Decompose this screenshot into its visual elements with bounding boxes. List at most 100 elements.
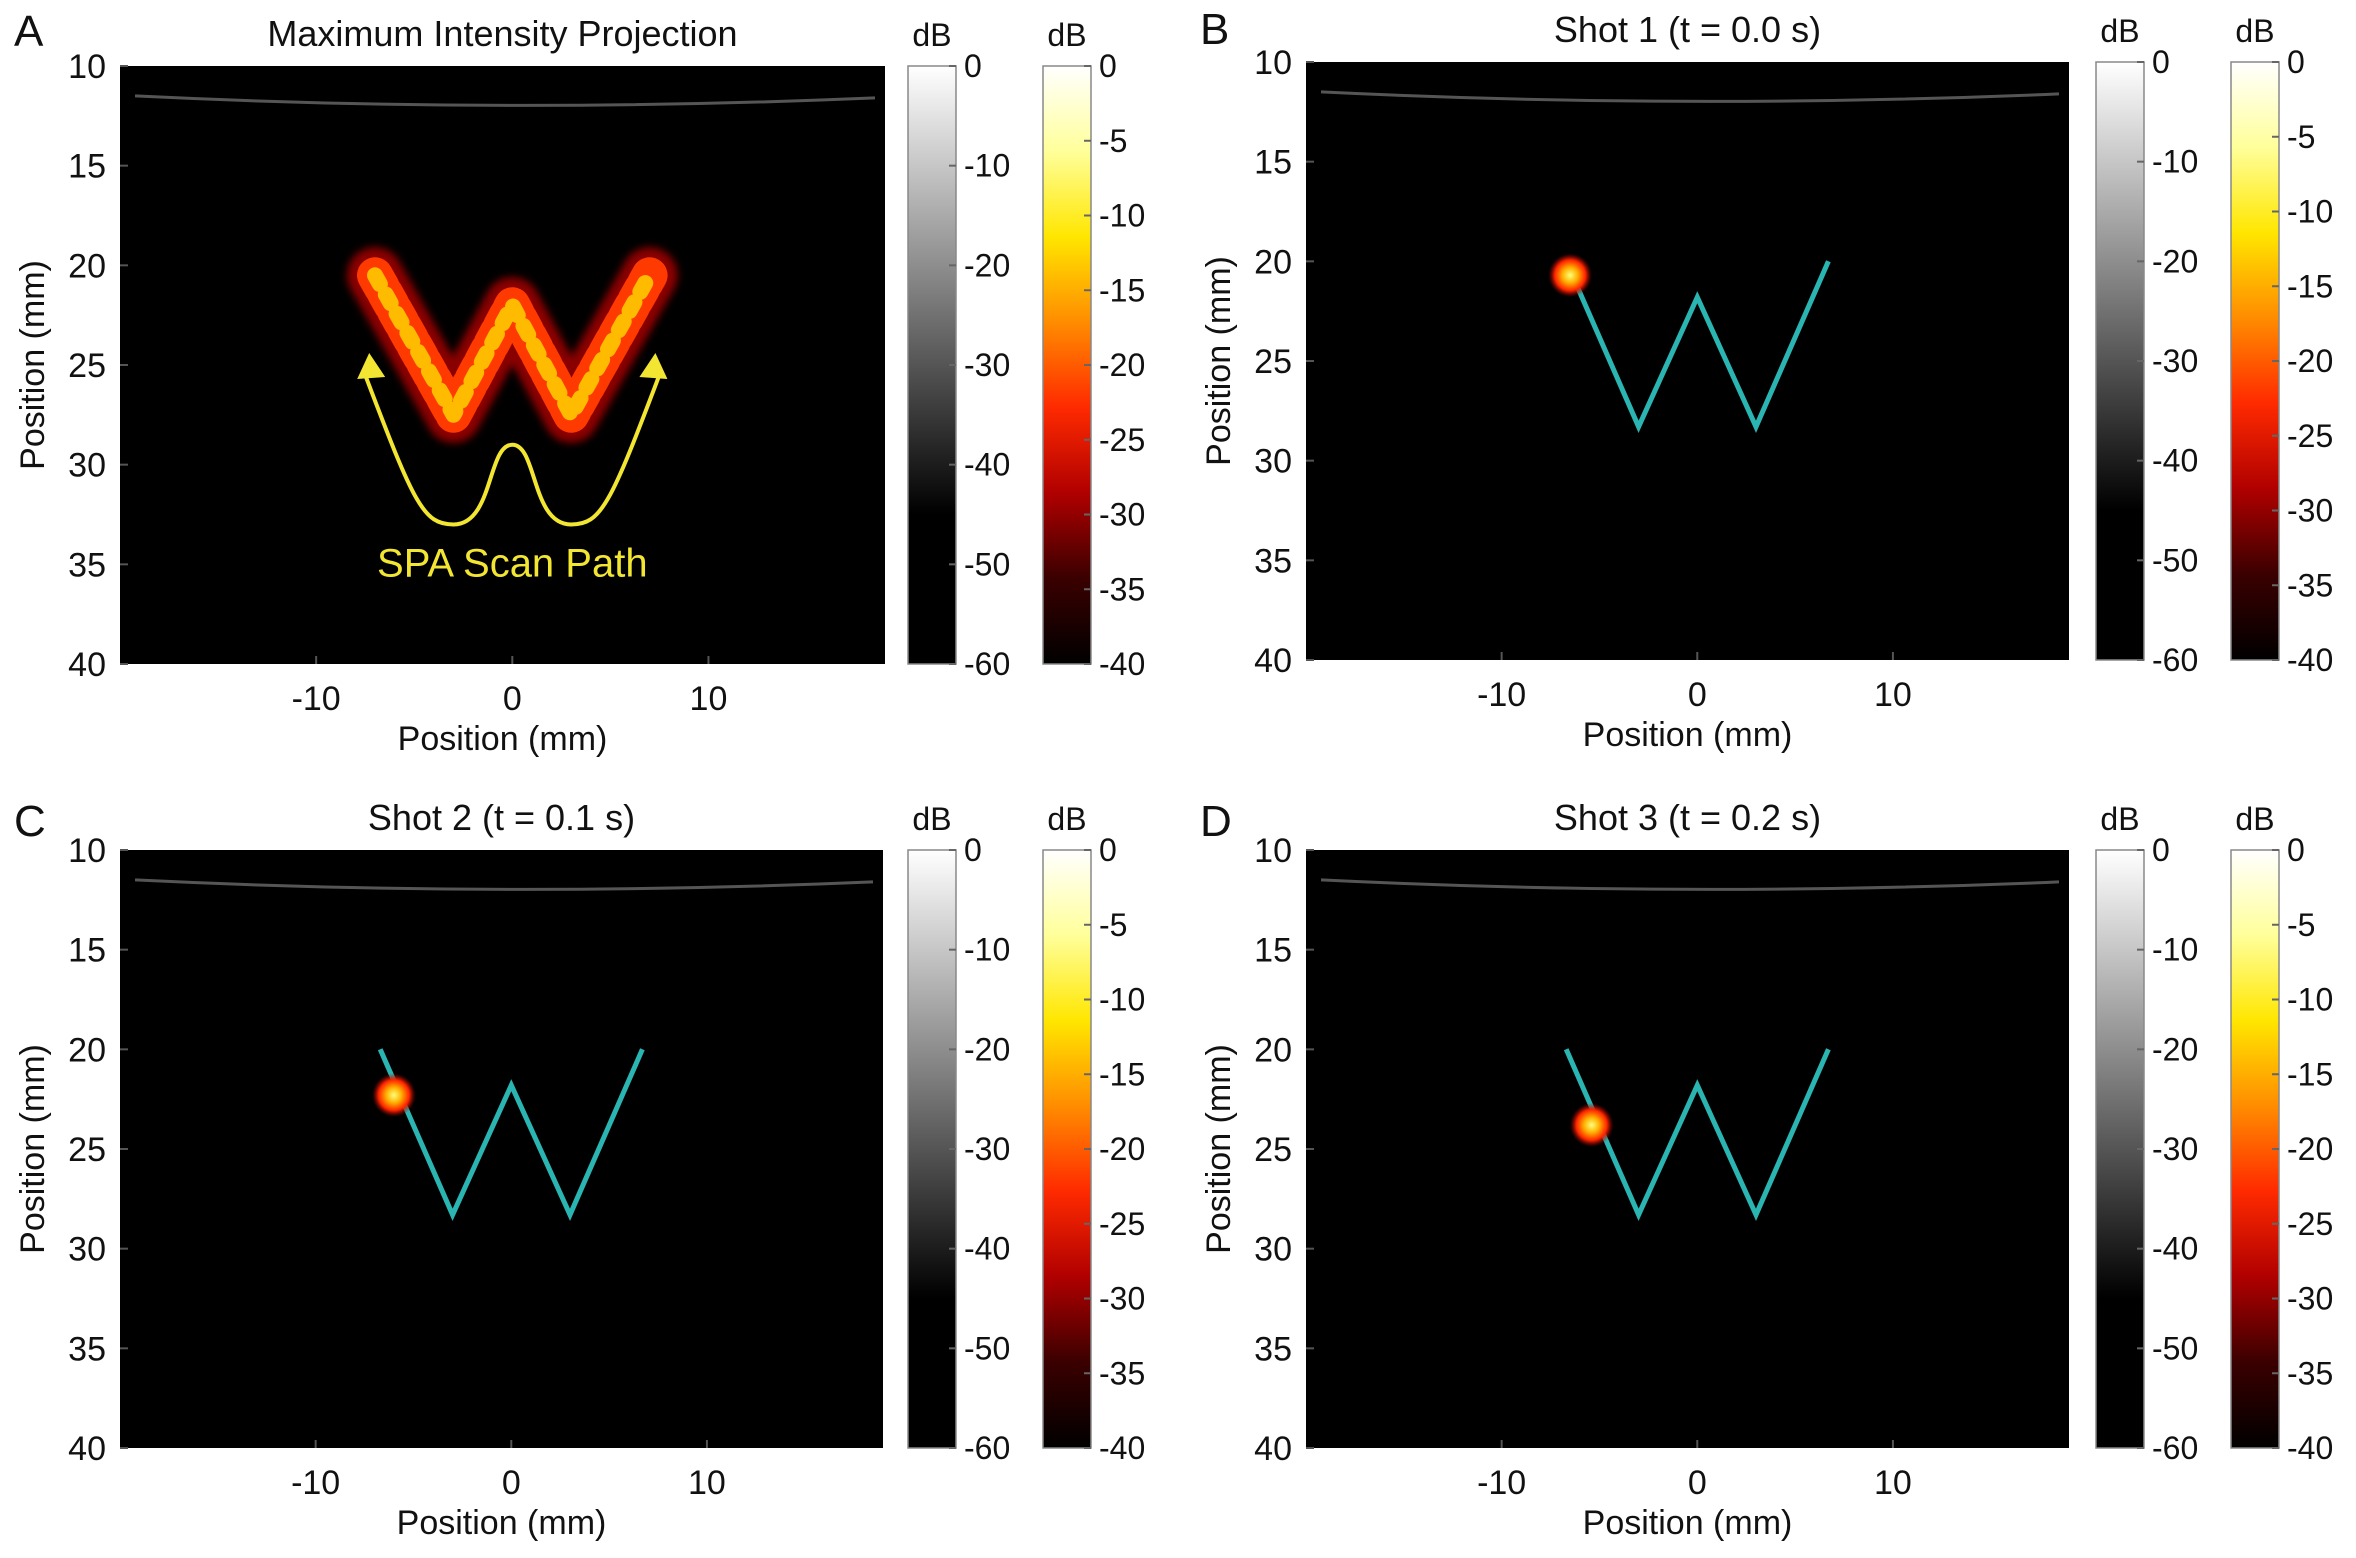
colorbar-hot	[1042, 65, 1092, 665]
x-tick-label: 10	[1874, 676, 1912, 714]
y-tick-label: 20	[68, 1031, 106, 1069]
colorbar-tick-label: -20	[964, 247, 1010, 283]
scan-path-w	[1563, 260, 1831, 433]
panel-letter: D	[1200, 797, 1232, 846]
colorbar-tick-label: -20	[2287, 343, 2333, 379]
x-tick-label: 0	[1688, 1464, 1707, 1502]
x-tick-label: -10	[1477, 676, 1526, 714]
colorbar-tick-label: -5	[2287, 119, 2315, 155]
scan-path-w	[1563, 1048, 1831, 1221]
y-tick-label: 25	[1254, 1131, 1292, 1169]
spa-scan-path-label: SPA Scan Path	[377, 541, 648, 585]
colorbar-tick-label: 0	[964, 48, 982, 84]
y-axis-label: Position (mm)	[14, 1044, 52, 1254]
colorbar-tick-label: -40	[2287, 1430, 2333, 1466]
colorbar-tick-label: -5	[1099, 123, 1127, 159]
y-tick-label: 35	[1254, 1330, 1292, 1368]
colorbar-tick-label: 0	[964, 832, 982, 868]
image-background	[1306, 850, 2069, 1448]
colorbar-tick-label: -10	[2287, 982, 2333, 1018]
y-tick-label: 35	[68, 1330, 106, 1368]
y-tick-label: 40	[1254, 642, 1292, 680]
panel-letter: C	[14, 797, 46, 846]
y-axis-label: Position (mm)	[1200, 256, 1238, 466]
y-tick-label: 40	[1254, 1430, 1292, 1468]
y-tick-label: 10	[1254, 832, 1292, 870]
colorbar-tick-label: -40	[964, 447, 1010, 483]
colorbar-tick-label: -10	[1099, 982, 1145, 1018]
panel-title: Maximum Intensity Projection	[267, 13, 737, 54]
colorbar-tick-label: -35	[1099, 571, 1145, 607]
colorbar-tick-label: 0	[2152, 832, 2170, 868]
colorbar-tick-label: -50	[2152, 1330, 2198, 1366]
colorbar-tick-label: -10	[2287, 194, 2333, 230]
focal-spot	[1548, 253, 1593, 298]
panel-letter: A	[14, 7, 44, 56]
colorbar-tick-label: -40	[2287, 642, 2333, 678]
y-tick-label: 15	[68, 932, 106, 970]
y-tick-label: 40	[68, 646, 106, 684]
panel-title: Shot 3 (t = 0.2 s)	[1554, 797, 1821, 838]
y-axis-label: Position (mm)	[1200, 1044, 1238, 1254]
x-tick-label: 0	[503, 680, 522, 718]
colorbar-tick-label: -25	[1099, 422, 1145, 458]
colorbar-tick-label: -10	[964, 148, 1010, 184]
x-tick-label: 10	[1874, 1464, 1912, 1502]
colorbar-tick-label: -30	[964, 1131, 1010, 1167]
colorbar-tick-label: -60	[2152, 642, 2198, 678]
colorbar-tick-label: -40	[2152, 443, 2198, 479]
y-tick-label: 30	[1254, 1231, 1292, 1269]
colorbar-tick-label: -20	[2287, 1131, 2333, 1167]
colorbar-tick-label: -30	[2152, 343, 2198, 379]
colorbar-tick-label: -30	[2152, 1131, 2198, 1167]
y-tick-label: 25	[1254, 343, 1292, 381]
colorbar-tick-label: -20	[2152, 1031, 2198, 1067]
colorbar-label: dB	[2100, 13, 2139, 49]
colorbar-tick-label: -15	[2287, 1056, 2333, 1092]
colorbar-gray	[2095, 849, 2145, 1449]
focal-spot	[1569, 1103, 1614, 1148]
colorbar-tick-label: -35	[2287, 1355, 2333, 1391]
colorbar-gray	[907, 849, 957, 1449]
y-tick-label: 35	[68, 546, 106, 584]
y-tick-label: 10	[68, 832, 106, 870]
colorbar-tick-label: -30	[1099, 497, 1145, 533]
colorbar-tick-label: -50	[2152, 542, 2198, 578]
y-tick-label: 20	[1254, 1031, 1292, 1069]
colorbar-tick-label: -60	[2152, 1430, 2198, 1466]
image-background	[1306, 62, 2069, 660]
x-axis-label: Position (mm)	[398, 720, 608, 758]
colorbar-tick-label: -30	[1099, 1281, 1145, 1317]
spa-scan-path-curve	[363, 374, 662, 527]
colorbar-tick-label: -20	[964, 1031, 1010, 1067]
colorbar-tick-label: -5	[2287, 907, 2315, 943]
y-tick-label: 25	[68, 347, 106, 385]
y-tick-label: 40	[68, 1430, 106, 1468]
focal-spot	[371, 1073, 416, 1118]
y-axis-label: Position (mm)	[14, 260, 52, 470]
panel-title: Shot 1 (t = 0.0 s)	[1554, 9, 1821, 50]
x-tick-label: 10	[690, 680, 728, 718]
colorbar-tick-label: -15	[2287, 268, 2333, 304]
colorbar-label: dB	[912, 801, 951, 837]
x-axis-label: Position (mm)	[397, 1504, 607, 1542]
colorbar-tick-label: -10	[2152, 932, 2198, 968]
colorbar-tick-label: -40	[964, 1231, 1010, 1267]
colorbar-gray	[907, 65, 957, 665]
mip-w-highlight	[367, 267, 658, 423]
y-tick-label: 10	[1254, 44, 1292, 82]
y-tick-label: 30	[1254, 443, 1292, 481]
colorbar-gray	[2095, 61, 2145, 661]
colorbar-hot	[2230, 849, 2280, 1449]
colorbar-tick-label: -25	[2287, 1206, 2333, 1242]
arrowhead-icon	[639, 352, 668, 379]
panel-title: Shot 2 (t = 0.1 s)	[368, 797, 635, 838]
colorbar-hot	[1042, 849, 1092, 1449]
scan-path-w	[377, 1048, 645, 1221]
colorbar-tick-label: -20	[1099, 347, 1145, 383]
x-tick-label: -10	[1477, 1464, 1526, 1502]
colorbar-label: dB	[2100, 801, 2139, 837]
transducer-surface-line	[134, 94, 876, 107]
colorbar-label: dB	[1047, 17, 1086, 53]
